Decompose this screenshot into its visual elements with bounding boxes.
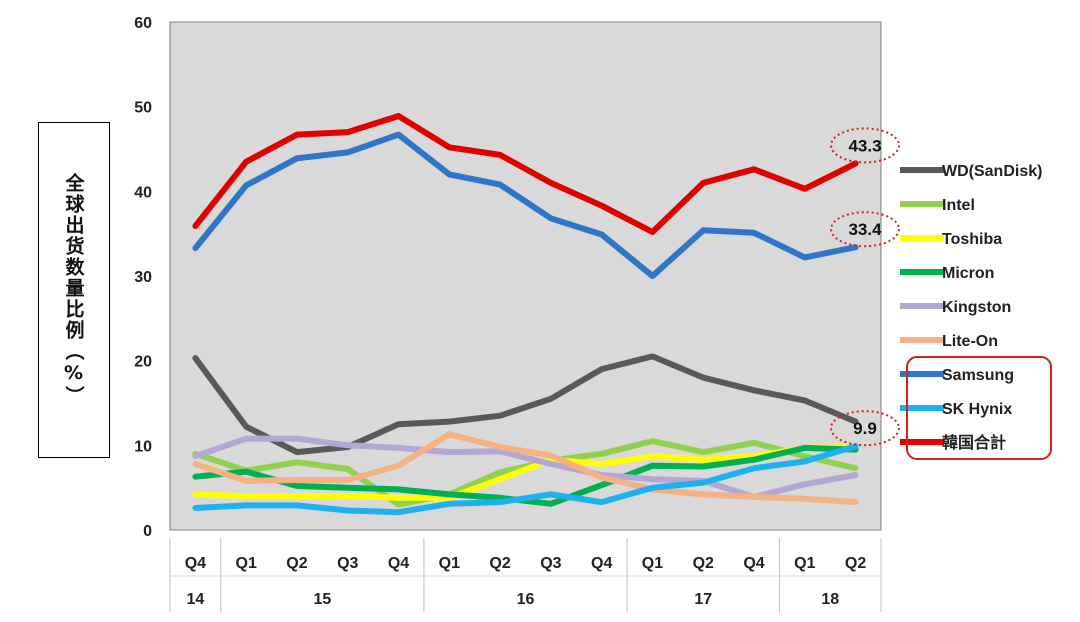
legend-label-wd-sandisk: WD(SanDisk) <box>942 163 1042 180</box>
y-tick-label: 10 <box>134 438 152 455</box>
x-tick-label: Q1 <box>439 555 460 572</box>
series-line-toshiba <box>192 444 859 501</box>
x-tick-label: Q2 <box>286 555 307 572</box>
series-line-series <box>192 113 859 235</box>
legend-label-intel: Intel <box>942 197 975 214</box>
callouts: 43.3 33.4 9.9 <box>830 127 900 447</box>
legend-label-samsung: Samsung <box>942 367 1014 384</box>
legend-label-toshiba: Toshiba <box>942 231 1002 248</box>
legend-label-series: 韓国合計 <box>942 433 1006 452</box>
x-tick-label: Q4 <box>185 555 206 572</box>
x-year-label: 16 <box>517 591 535 608</box>
callout-ring <box>830 410 900 447</box>
x-tick-label: Q4 <box>591 555 612 572</box>
y-axis-label: 全球出货数量比例（%） <box>62 173 85 407</box>
series-line-sk-hynix <box>192 443 859 516</box>
callout-ring <box>830 127 900 164</box>
series-line-samsung <box>192 131 859 279</box>
y-tick-label: 0 <box>143 523 152 540</box>
x-year-label: 15 <box>313 591 331 608</box>
x-tick-label: Q3 <box>337 555 358 572</box>
legend-label-kingston: Kingston <box>942 299 1011 316</box>
series-line-lite-on <box>192 431 859 506</box>
callout-label: 43.3 <box>848 136 881 155</box>
legend-label-sk-hynix: SK Hynix <box>942 401 1012 418</box>
x-year-label: 17 <box>694 591 712 608</box>
y-axis-ticks: 0 10 20 30 40 50 60 <box>134 15 152 540</box>
x-tick-label: Q2 <box>489 555 510 572</box>
y-tick-label: 30 <box>134 269 152 286</box>
legend-highlight-box <box>906 356 1052 460</box>
x-year-label: 18 <box>821 591 839 608</box>
y-axis-label-box: 全球出货数量比例（%） <box>38 122 110 458</box>
x-tick-label: Q4 <box>743 555 764 572</box>
x-tick-label: Q2 <box>845 555 866 572</box>
y-tick-label: 50 <box>134 100 152 117</box>
x-axis: Q4 Q1 Q2 Q3 Q4 Q1 Q2 Q3 Q4 Q1 Q2 Q4 Q1 Q2 14 15 16 17 18 <box>169 538 882 612</box>
x-tick-label: Q1 <box>236 555 257 572</box>
x-year-label: 14 <box>186 591 204 608</box>
legend-label-micron: Micron <box>942 265 994 282</box>
y-tick-label: 60 <box>134 15 152 32</box>
series-lines <box>192 113 859 516</box>
x-tick-label: Q1 <box>642 555 663 572</box>
legend-label-lite-on: Lite-On <box>942 333 998 350</box>
callout-ring <box>830 211 900 248</box>
x-tick-label: Q4 <box>388 555 409 572</box>
callout-label: 33.4 <box>848 220 882 239</box>
x-tick-label: Q2 <box>693 555 714 572</box>
legend: WD(SanDisk) Intel Toshiba Micron Kingston Lit… <box>900 163 1052 460</box>
y-tick-label: 40 <box>134 184 152 201</box>
x-tick-label: Q1 <box>794 555 815 572</box>
x-tick-label: Q3 <box>540 555 561 572</box>
callout-label: 9.9 <box>853 419 877 438</box>
series-line-wd-sandisk <box>192 353 859 456</box>
y-tick-label: 20 <box>134 354 152 371</box>
